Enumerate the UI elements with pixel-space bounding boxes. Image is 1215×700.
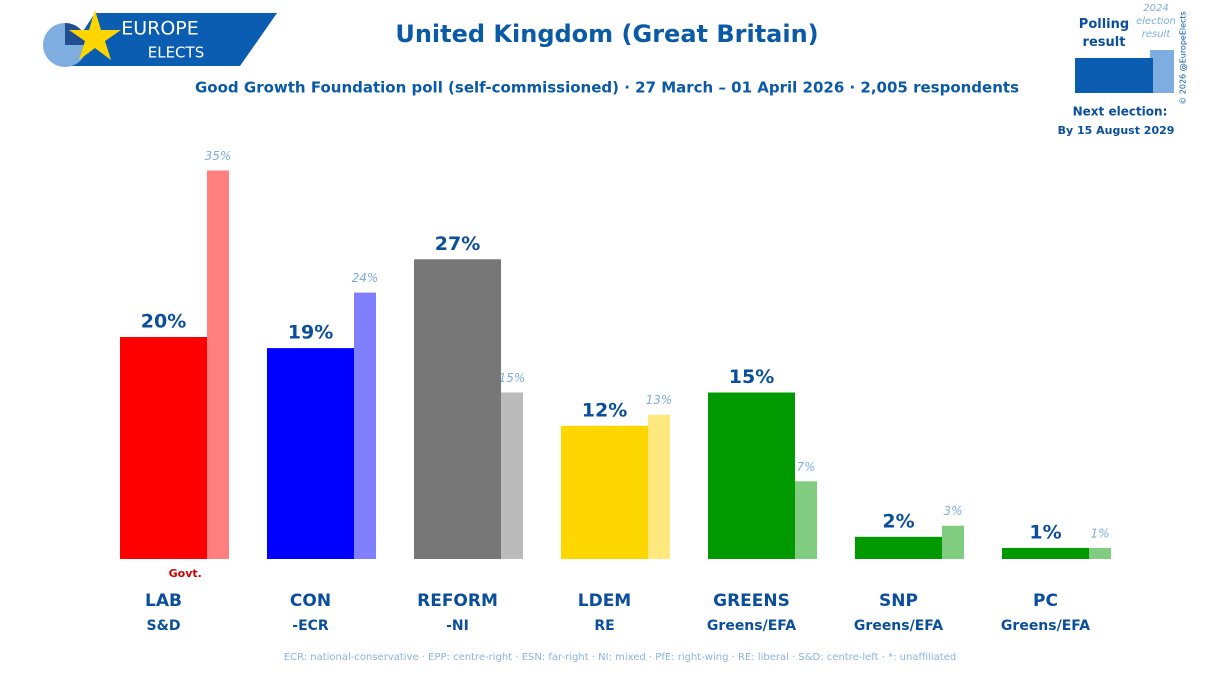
legend-swatch: [1075, 58, 1153, 93]
value-label: 20%: [141, 311, 186, 333]
value-label: 15%: [729, 366, 774, 388]
group-label: Greens/EFA: [707, 618, 796, 634]
value-label: 12%: [582, 399, 627, 421]
logo-bottom: ELECTS: [148, 44, 204, 62]
value-label: 27%: [435, 233, 480, 255]
bar: [1002, 547, 1089, 559]
legend-label: 2024 election result: [1136, 3, 1176, 40]
value-label: 2%: [882, 510, 914, 532]
value-label: 13%: [646, 393, 673, 407]
legend-label: Polling result: [1078, 17, 1130, 50]
logo-banner: [60, 13, 277, 66]
value-label: 35%: [205, 149, 232, 163]
bar: [648, 414, 670, 559]
bar: [942, 525, 964, 559]
x-tick-label: CON: [290, 591, 331, 611]
annotation: Govt.: [169, 567, 202, 580]
legend-swatch: [1150, 50, 1174, 93]
group-label: -ECR: [292, 618, 329, 634]
value-label: 19%: [288, 322, 333, 344]
chart-title: United Kingdom (Great Britain): [395, 20, 818, 48]
next-election-label: Next election:: [1073, 105, 1168, 119]
next-election-date: By 15 August 2029: [1058, 124, 1175, 137]
logo-star: [69, 10, 121, 60]
x-tick-label: REFORM: [417, 591, 498, 611]
group-label: Greens/EFA: [854, 618, 943, 634]
bar: [414, 259, 501, 559]
value-label: 24%: [352, 271, 379, 285]
x-tick-label: PC: [1033, 591, 1058, 611]
group-label: Greens/EFA: [1001, 618, 1090, 634]
chart-subtitle: Good Growth Foundation poll (self-commis…: [195, 79, 1019, 97]
value-label: 1%: [1090, 526, 1109, 540]
bar: [501, 392, 523, 559]
bar: [207, 170, 229, 559]
bar: [561, 425, 648, 559]
bar: [855, 536, 942, 559]
value-label: 3%: [943, 504, 962, 518]
group-label: RE: [594, 618, 614, 634]
x-tick-label: LDEM: [578, 591, 631, 611]
footnote: ECR: national-conservative · EPP: centre…: [284, 652, 956, 663]
value-label: 1%: [1029, 521, 1061, 543]
x-tick-label: SNP: [879, 591, 918, 611]
group-label: S&D: [147, 618, 181, 634]
logo: EUROPE ELECTS: [43, 10, 277, 67]
copyright: © 2026 @EuropeElects: [1179, 11, 1188, 104]
bar: [708, 392, 795, 559]
bar: [354, 292, 376, 559]
value-label: 15%: [499, 371, 526, 385]
bar: [120, 337, 207, 559]
group-label: -NI: [446, 618, 469, 634]
bar: [795, 481, 817, 559]
x-tick-label: LAB: [145, 591, 182, 611]
logo-top: EUROPE: [121, 18, 199, 40]
x-tick-label: GREENS: [713, 591, 790, 611]
value-label: 7%: [796, 460, 815, 474]
bar: [267, 348, 354, 559]
bar: [1089, 547, 1111, 559]
